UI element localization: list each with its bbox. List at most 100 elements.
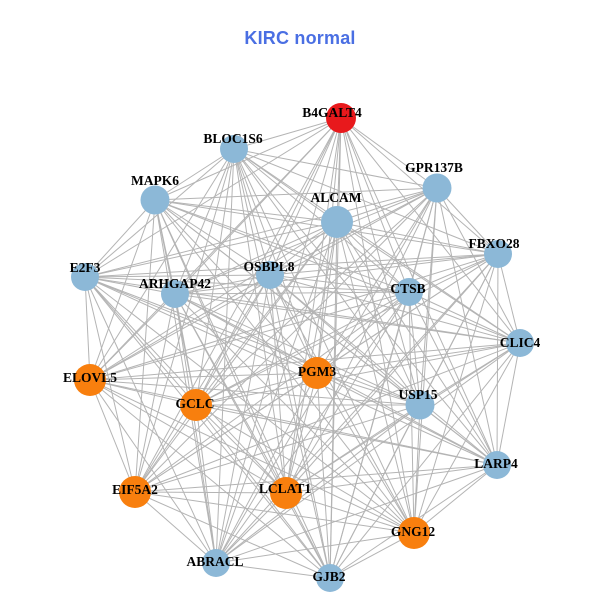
edge xyxy=(316,372,331,579)
node-b4galt4[interactable] xyxy=(326,103,356,133)
edge xyxy=(269,274,498,466)
edge xyxy=(154,199,521,344)
edge xyxy=(269,117,342,276)
node-osbpl8[interactable] xyxy=(256,261,284,289)
edge xyxy=(134,491,331,579)
edge xyxy=(89,379,421,406)
node-ctsb[interactable] xyxy=(395,278,423,306)
edge xyxy=(134,491,287,494)
edge xyxy=(215,492,287,564)
edge xyxy=(84,274,271,278)
edge xyxy=(340,117,415,534)
edge xyxy=(134,464,498,493)
node-usp15[interactable] xyxy=(405,390,435,420)
edge xyxy=(84,276,421,406)
edge xyxy=(195,274,271,406)
edge xyxy=(154,199,271,276)
edge xyxy=(84,276,176,295)
edge xyxy=(285,221,338,494)
edge xyxy=(408,291,521,344)
edge xyxy=(84,276,410,293)
edge xyxy=(195,253,499,406)
edge xyxy=(195,372,318,406)
edge xyxy=(269,274,331,579)
edge xyxy=(285,187,438,494)
edge xyxy=(233,148,521,344)
edge xyxy=(336,187,438,223)
edge xyxy=(134,221,338,493)
edge xyxy=(84,276,217,564)
edge xyxy=(84,276,91,381)
edge xyxy=(134,372,318,493)
node-arhgap42[interactable] xyxy=(161,280,189,308)
node-fbxo28[interactable] xyxy=(484,240,512,268)
edge xyxy=(285,492,415,534)
edge xyxy=(134,342,521,493)
edge xyxy=(195,342,521,406)
node-lclat1[interactable] xyxy=(270,477,302,509)
edge xyxy=(195,187,438,406)
edge xyxy=(134,291,410,493)
edge xyxy=(340,117,521,344)
edge xyxy=(436,187,499,255)
node-gclc[interactable] xyxy=(180,389,212,421)
edge xyxy=(154,199,338,223)
edge xyxy=(316,372,415,534)
edge xyxy=(215,464,498,564)
edge xyxy=(174,293,197,406)
node-gng12[interactable] xyxy=(398,517,430,549)
edge xyxy=(89,379,217,564)
edge xyxy=(336,221,415,534)
edge xyxy=(233,148,499,255)
edge xyxy=(285,291,410,494)
edge xyxy=(285,464,498,494)
node-gpr137b[interactable] xyxy=(422,173,452,203)
edge xyxy=(89,342,521,381)
node-e2f3[interactable] xyxy=(71,263,99,291)
edge xyxy=(316,372,498,466)
edge xyxy=(174,293,318,374)
node-larp4[interactable] xyxy=(483,451,511,479)
edge xyxy=(496,342,521,466)
edge xyxy=(436,187,498,466)
node-pgm3[interactable] xyxy=(301,357,333,389)
edge xyxy=(336,221,521,344)
edge xyxy=(340,117,421,406)
edge xyxy=(195,404,287,494)
edge xyxy=(134,274,271,493)
node-elovl5[interactable] xyxy=(74,364,106,396)
edge xyxy=(174,293,331,579)
node-mapk6[interactable] xyxy=(140,185,170,215)
edge xyxy=(84,276,498,466)
edge xyxy=(84,253,499,278)
edge xyxy=(89,379,331,579)
edge xyxy=(195,404,415,534)
edge xyxy=(269,253,499,276)
node-abracl[interactable] xyxy=(202,549,230,577)
nodes-layer xyxy=(71,103,534,592)
edge xyxy=(215,291,410,564)
edge xyxy=(89,148,235,381)
node-alcam[interactable] xyxy=(321,206,353,238)
edge xyxy=(174,253,499,295)
edge xyxy=(174,148,235,295)
edge xyxy=(340,117,438,189)
edge xyxy=(89,379,498,466)
node-clic4[interactable] xyxy=(506,329,534,357)
edge xyxy=(174,293,498,466)
edge xyxy=(84,276,331,579)
node-gjb2[interactable] xyxy=(316,564,344,592)
edge xyxy=(285,253,499,494)
edge xyxy=(419,404,498,466)
edge xyxy=(329,342,521,579)
edge xyxy=(285,404,421,494)
edge xyxy=(84,187,438,278)
node-bloc1s6[interactable] xyxy=(220,135,248,163)
edge xyxy=(285,372,318,494)
node-eif5a2[interactable] xyxy=(119,476,151,508)
edge xyxy=(413,464,498,534)
edge xyxy=(233,117,342,150)
edge xyxy=(84,199,156,278)
edge xyxy=(269,274,410,293)
edge xyxy=(134,293,176,493)
